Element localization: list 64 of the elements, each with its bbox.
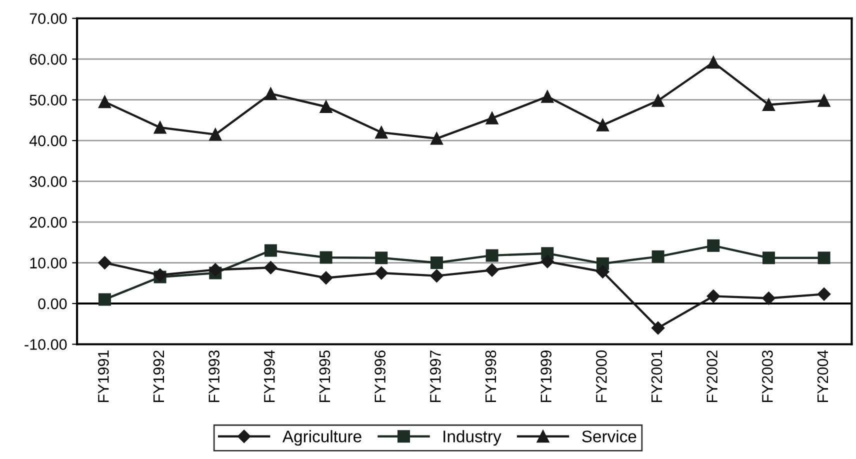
point bbox=[98, 293, 111, 306]
point bbox=[596, 118, 609, 132]
point bbox=[320, 251, 332, 264]
x-tick-label: FY1997 bbox=[430, 350, 441, 402]
point bbox=[762, 252, 775, 264]
y-tick-label: 40.00 bbox=[29, 135, 67, 146]
point bbox=[540, 254, 554, 268]
x-tick-label: FY1992 bbox=[153, 350, 164, 402]
point bbox=[264, 244, 277, 257]
point bbox=[154, 121, 166, 134]
point bbox=[486, 249, 498, 262]
x-tick-label: FY1993 bbox=[208, 350, 220, 402]
y-tick-label: 60.00 bbox=[30, 54, 67, 65]
point bbox=[762, 98, 775, 111]
x-tick-label: FY2003 bbox=[762, 350, 773, 402]
point bbox=[264, 87, 277, 100]
x-tick-label: FY1999 bbox=[540, 350, 552, 402]
point bbox=[430, 269, 444, 282]
x-tick-label: FY2000 bbox=[596, 350, 607, 402]
point bbox=[596, 265, 610, 278]
point bbox=[430, 132, 443, 145]
point bbox=[374, 266, 388, 280]
point bbox=[651, 321, 665, 335]
point bbox=[320, 100, 332, 114]
point bbox=[153, 268, 167, 282]
legend-label: Service bbox=[582, 430, 636, 442]
y-tick-label: 50.00 bbox=[30, 94, 67, 106]
point bbox=[209, 128, 222, 141]
x-tick-label: FY1991 bbox=[98, 350, 109, 402]
x-tick-label: FY1995 bbox=[319, 350, 330, 402]
point bbox=[485, 264, 499, 277]
point bbox=[486, 112, 498, 124]
legend-label: Industry bbox=[444, 430, 502, 446]
point bbox=[98, 256, 112, 270]
point bbox=[264, 261, 278, 274]
x-tick-label: FY2004 bbox=[817, 350, 828, 402]
point bbox=[375, 252, 388, 264]
x-tick-label: FY2001 bbox=[651, 350, 662, 402]
point bbox=[208, 263, 222, 276]
y-tick-label: 20.00 bbox=[30, 216, 67, 228]
point bbox=[652, 250, 664, 263]
y-tick-label: 0.00 bbox=[38, 298, 67, 310]
point bbox=[818, 94, 830, 107]
y-tick-label: 70.00 bbox=[30, 13, 67, 24]
point bbox=[707, 56, 720, 69]
point bbox=[762, 292, 776, 305]
point bbox=[375, 126, 388, 139]
y-tick-label: 30.00 bbox=[30, 176, 67, 187]
point bbox=[98, 96, 111, 108]
point bbox=[818, 252, 830, 264]
point bbox=[430, 256, 443, 270]
point bbox=[817, 288, 831, 301]
x-tick-label: FY1994 bbox=[264, 350, 275, 402]
point bbox=[652, 94, 664, 107]
y-tick-label: -10.00 bbox=[24, 339, 67, 350]
point bbox=[706, 290, 720, 303]
point bbox=[319, 271, 333, 284]
y-tick-label: 10.00 bbox=[30, 258, 67, 268]
x-tick-label: FY1998 bbox=[485, 350, 496, 402]
x-tick-label: FY1996 bbox=[374, 350, 386, 402]
legend-label: Agriculture bbox=[282, 430, 362, 446]
x-tick-label: FY2002 bbox=[706, 350, 718, 402]
point bbox=[707, 239, 720, 252]
point bbox=[541, 90, 554, 103]
